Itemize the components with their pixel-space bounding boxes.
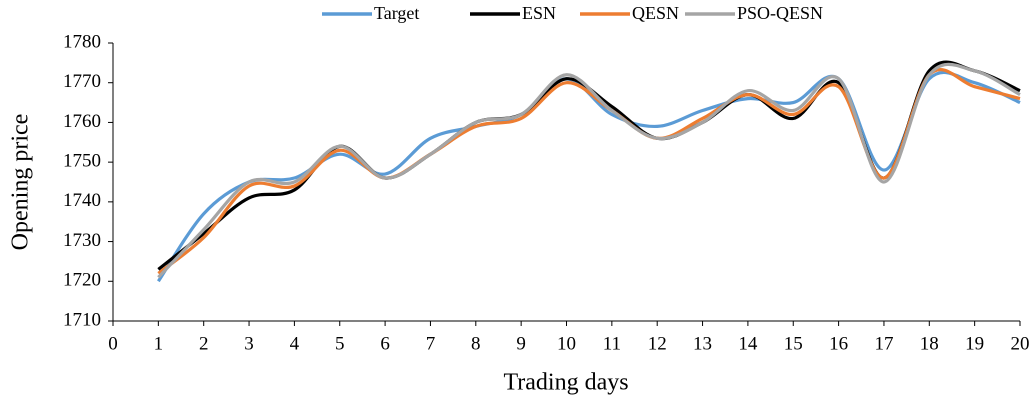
x-tick-label: 4 [290,333,300,354]
x-tick-label: 0 [108,333,118,354]
x-tick-label: 1 [154,333,164,354]
legend-label: Target [374,3,419,23]
line-series [157,68,1021,275]
x-tick-label: 15 [784,333,803,354]
x-tick-label: 7 [426,333,436,354]
x-axis-title: Trading days [503,370,628,396]
y-tick-label: 1730 [63,230,101,251]
x-tick-label: 20 [1011,333,1030,354]
y-tick-label: 1720 [63,270,101,291]
line-series [157,62,1021,279]
x-tick-label: 2 [199,333,209,354]
x-tick-label: 17 [874,333,893,354]
x-tick-label: 13 [693,333,712,354]
x-tick-label: 14 [738,333,758,354]
y-tick-label: 1780 [63,31,101,52]
x-tick-label: 16 [829,333,848,354]
x-tick-label: 18 [920,333,939,354]
y-axis-title: Opening price [8,114,34,251]
x-tick-label: 8 [471,333,481,354]
x-tick-label: 6 [380,333,390,354]
line-series [157,70,1021,283]
y-tick-label: 1770 [63,71,101,92]
x-tick-label: 19 [965,333,984,354]
legend-label: ESN [522,3,556,23]
x-tick-label: 12 [648,333,667,354]
y-tick-label: 1740 [63,190,101,211]
x-tick-label: 5 [335,333,345,354]
x-tick-label: 9 [516,333,526,354]
x-tick-label: 10 [557,333,576,354]
y-tick-label: 1710 [63,309,101,330]
x-tick-label: 11 [603,333,621,354]
y-tick-label: 1750 [63,151,101,172]
legend-label: QESN [632,3,679,23]
legend-label: PSO-QESN [737,3,823,23]
y-tick-label: 1760 [63,111,101,132]
x-tick-label: 3 [244,333,254,354]
